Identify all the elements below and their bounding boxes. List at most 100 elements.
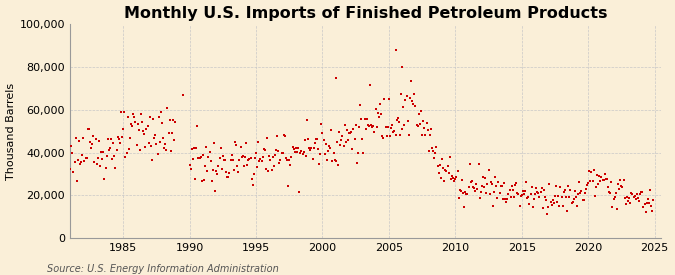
Point xyxy=(136,119,147,124)
Point xyxy=(65,166,76,171)
Point xyxy=(413,112,424,116)
Point xyxy=(222,174,233,179)
Point xyxy=(502,196,513,201)
Point xyxy=(475,196,485,200)
Point xyxy=(586,170,597,175)
Point xyxy=(245,156,256,160)
Point xyxy=(610,191,621,195)
Point xyxy=(274,161,285,165)
Point xyxy=(250,151,261,155)
Point xyxy=(275,157,286,162)
Point xyxy=(371,125,382,130)
Point xyxy=(551,200,562,204)
Point xyxy=(408,102,418,106)
Point xyxy=(68,170,79,174)
Point xyxy=(554,204,565,208)
Point xyxy=(151,142,162,146)
Point xyxy=(340,123,350,127)
Point xyxy=(364,124,375,128)
Point xyxy=(167,131,178,135)
Point xyxy=(631,191,642,196)
Point xyxy=(373,111,383,115)
Point xyxy=(489,189,500,194)
Point xyxy=(112,135,123,139)
Point xyxy=(421,121,432,125)
Point xyxy=(146,158,157,162)
Point xyxy=(575,191,586,195)
Point xyxy=(401,94,412,98)
Point xyxy=(193,156,204,160)
Point xyxy=(613,182,624,186)
Point xyxy=(430,151,441,155)
Point xyxy=(283,183,294,188)
Point xyxy=(641,201,652,205)
Point xyxy=(563,183,574,188)
Point xyxy=(285,163,296,167)
Point xyxy=(616,184,627,189)
Point xyxy=(78,136,89,140)
Point xyxy=(284,157,295,162)
Point xyxy=(492,196,503,200)
Point xyxy=(170,120,181,125)
Point xyxy=(331,140,342,144)
Point xyxy=(396,92,406,96)
Point xyxy=(309,141,320,145)
Point xyxy=(513,192,524,196)
Point xyxy=(91,162,102,167)
Point xyxy=(460,190,470,194)
Point xyxy=(395,133,406,137)
Point xyxy=(162,106,173,110)
Point xyxy=(316,122,327,127)
Point xyxy=(594,174,605,179)
Point xyxy=(238,154,248,158)
Point xyxy=(638,205,649,209)
Point xyxy=(243,158,254,163)
Point xyxy=(227,157,238,162)
Point xyxy=(610,195,620,199)
Point xyxy=(326,128,337,133)
Point xyxy=(608,197,619,201)
Point xyxy=(522,195,533,200)
Point xyxy=(560,187,570,192)
Point xyxy=(308,146,319,150)
Point xyxy=(425,133,435,137)
Point xyxy=(252,164,263,169)
Point xyxy=(624,195,634,200)
Point xyxy=(142,124,153,128)
Point xyxy=(535,189,546,194)
Point xyxy=(410,104,421,108)
Point xyxy=(196,179,207,184)
Point xyxy=(591,185,601,189)
Point xyxy=(383,97,394,101)
Point xyxy=(570,195,581,199)
Point xyxy=(92,155,103,160)
Point xyxy=(628,195,639,200)
Point xyxy=(605,190,616,195)
Point xyxy=(495,184,506,188)
Point xyxy=(192,124,202,129)
Point xyxy=(296,149,307,153)
Point xyxy=(541,198,551,202)
Point xyxy=(598,178,609,182)
Point xyxy=(500,197,510,201)
Point xyxy=(115,110,126,114)
Point xyxy=(167,118,178,122)
Point xyxy=(639,202,650,207)
Point xyxy=(366,123,377,128)
Point xyxy=(217,154,228,159)
Point xyxy=(161,148,172,152)
Point xyxy=(548,200,559,205)
Point xyxy=(329,157,340,162)
Point xyxy=(321,158,332,162)
Point xyxy=(558,189,569,194)
Point xyxy=(330,159,341,163)
Point xyxy=(570,189,580,194)
Point xyxy=(342,138,353,143)
Point xyxy=(546,203,557,207)
Point xyxy=(579,191,590,195)
Point xyxy=(223,175,234,180)
Point xyxy=(77,153,88,158)
Point xyxy=(132,122,143,126)
Point xyxy=(200,164,211,169)
Point xyxy=(450,177,461,181)
